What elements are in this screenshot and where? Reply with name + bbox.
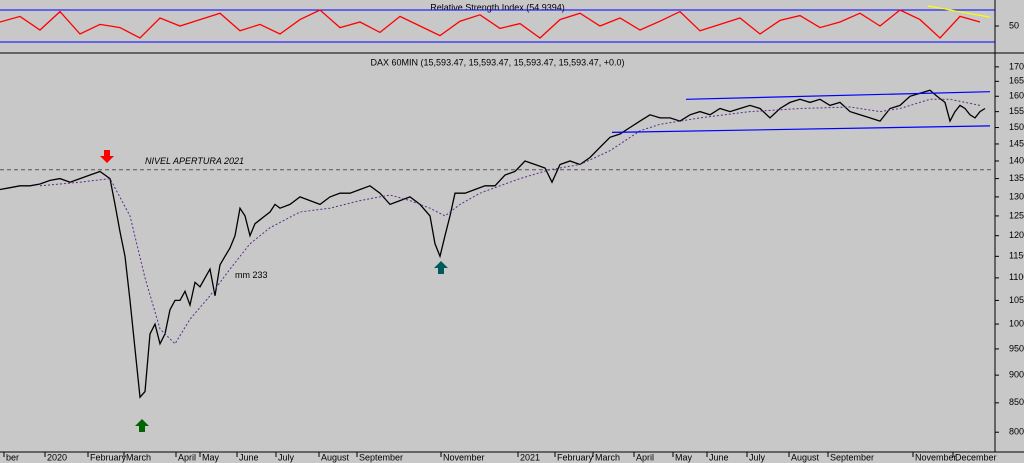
y-tick-label: 50	[1009, 20, 1019, 30]
trend-line	[685, 91, 991, 100]
x-tick-label: June	[709, 452, 729, 462]
x-tick-label: March	[595, 452, 620, 462]
y-tick-label: 16000	[1009, 91, 1024, 101]
y-tick-label: 12000	[1009, 230, 1024, 240]
y-tick-label: 14000	[1009, 155, 1024, 165]
x-tick-label: August	[791, 452, 820, 462]
x-tick-label: June	[239, 452, 259, 462]
y-tick-label: 11000	[1009, 272, 1024, 282]
x-tick-label: November	[443, 452, 485, 462]
y-tick-label: 9000	[1009, 370, 1024, 380]
series-line	[0, 89, 986, 399]
buy-arrow	[434, 261, 448, 274]
x-tick-label: February	[557, 452, 594, 462]
y-tick-label: 13000	[1009, 191, 1024, 201]
y-tick-label: 9500	[1009, 343, 1024, 353]
y-tick-label: 11500	[1009, 251, 1024, 261]
x-tick-label: November	[915, 452, 957, 462]
y-tick-label: 14500	[1009, 138, 1024, 148]
y-tick-label: 13500	[1009, 173, 1024, 183]
reference-label: NIVEL APERTURA 2021	[145, 156, 244, 166]
x-tick-label: May	[202, 452, 220, 462]
chart-title: DAX 60MIN (15,593.47, 15,593.47, 15,593.…	[371, 57, 625, 67]
y-tick-label: 8000	[1009, 427, 1024, 437]
x-tick-label: April	[636, 452, 654, 462]
y-tick-label: 15000	[1009, 122, 1024, 132]
x-tick-label: December	[955, 452, 997, 462]
x-tick-label: 2021	[520, 452, 540, 462]
annotation: mm 233	[235, 270, 268, 280]
y-tick-label: 8500	[1009, 397, 1024, 407]
x-tick-label: May	[675, 452, 693, 462]
y-tick-label: 16500	[1009, 76, 1024, 86]
y-tick-label: 10000	[1009, 318, 1024, 328]
buy-arrow	[135, 419, 149, 432]
x-tick-label: March	[126, 452, 151, 462]
trend-line	[611, 125, 991, 133]
y-tick-label: 12500	[1009, 210, 1024, 220]
x-tick-label: September	[830, 452, 874, 462]
x-tick-label: February	[90, 452, 127, 462]
y-tick-label: 15500	[1009, 106, 1024, 116]
sell-arrow	[100, 150, 114, 163]
x-tick-label: ber	[6, 452, 19, 462]
x-tick-label: September	[359, 452, 403, 462]
x-tick-label: August	[321, 452, 350, 462]
y-tick-label: 10500	[1009, 295, 1024, 305]
x-tick-label: April	[178, 452, 196, 462]
x-tick-label: 2020	[47, 452, 67, 462]
series-line	[0, 9, 981, 39]
y-tick-label: 17000	[1009, 61, 1024, 71]
chart-title: Relative Strength Index (54.9394)	[430, 2, 565, 12]
x-tick-label: July	[278, 452, 295, 462]
trend-line	[927, 5, 991, 18]
x-tick-label: July	[749, 452, 766, 462]
